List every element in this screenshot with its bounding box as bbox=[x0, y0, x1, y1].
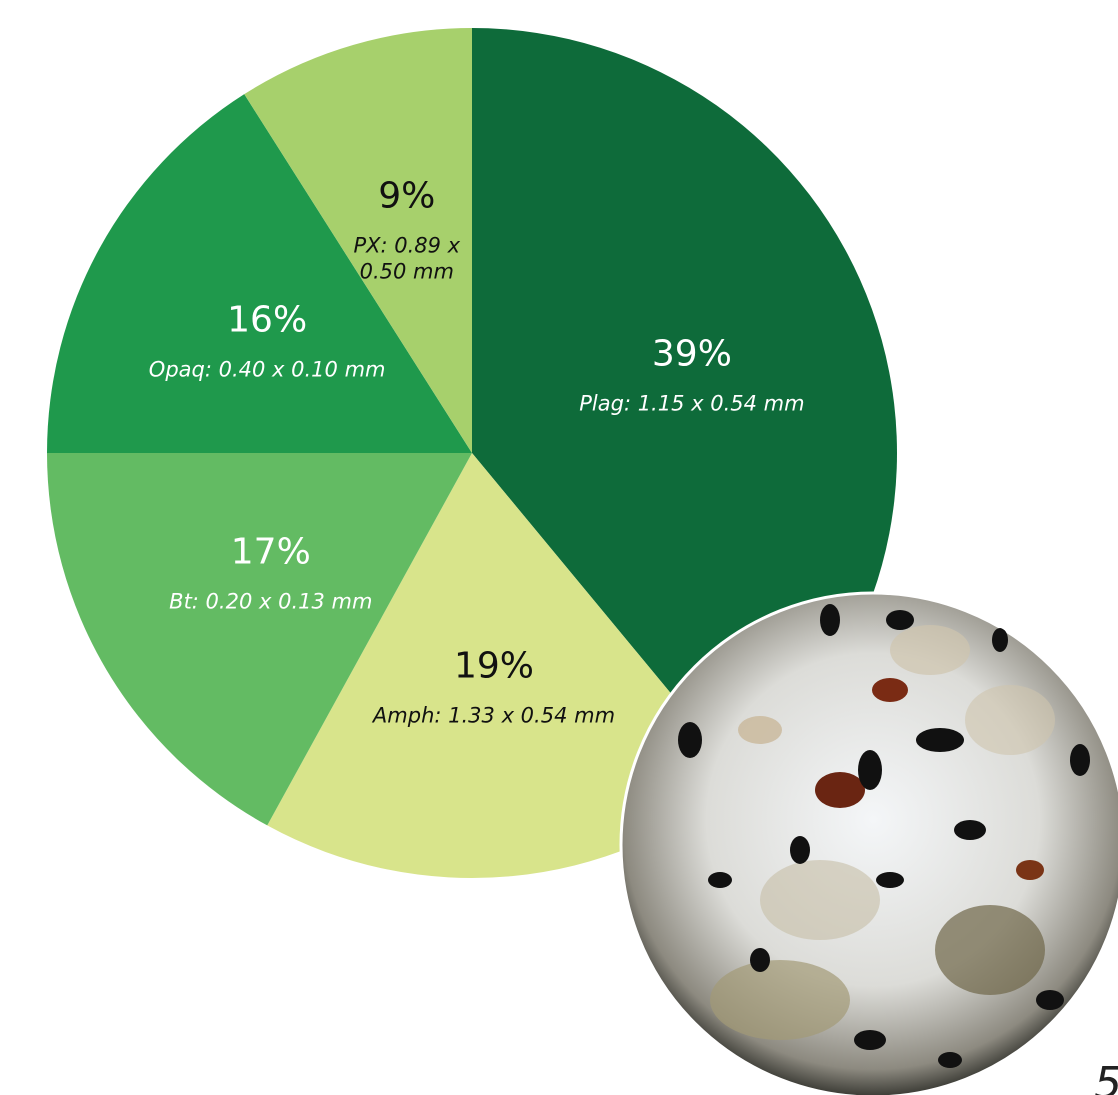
category-label: Bt: 0.20 x 0.13 mm bbox=[169, 589, 373, 614]
category-label: Opaq: 0.40 x 0.10 mm bbox=[148, 357, 386, 382]
slice-label: 39% Plag: 1.15 x 0.54 mm bbox=[579, 331, 804, 416]
slice-label: 17% Bt: 0.20 x 0.13 mm bbox=[169, 529, 372, 614]
category-label: Amph: 1.33 x 0.54 mm bbox=[372, 703, 616, 728]
value-label: 16% bbox=[227, 299, 308, 341]
pie bbox=[47, 28, 897, 878]
value-label: 17% bbox=[230, 531, 311, 573]
value-label: 19% bbox=[453, 645, 534, 687]
micrograph bbox=[619, 591, 1118, 1095]
page-number: 5 bbox=[1094, 1058, 1118, 1095]
pie-slice bbox=[244, 28, 472, 453]
slice-label: 9% PX: 0.89 x 0.50 mm bbox=[342, 173, 472, 285]
pie-slice bbox=[47, 94, 472, 453]
pie-slice bbox=[267, 453, 743, 878]
value-label: 9% bbox=[378, 174, 436, 216]
pie-slice bbox=[472, 28, 897, 781]
slice-label: 19% Amph: 1.33 x 0.54 mm bbox=[373, 643, 615, 728]
slice-label: 16% Opaq: 0.40 x 0.10 mm bbox=[149, 298, 386, 383]
pie-slice bbox=[47, 453, 472, 826]
category-label: Plag: 1.15 x 0.54 mm bbox=[579, 391, 805, 416]
category-label: PX: 0.89 x 0.50 mm bbox=[353, 232, 461, 284]
value-label: 39% bbox=[651, 333, 732, 375]
